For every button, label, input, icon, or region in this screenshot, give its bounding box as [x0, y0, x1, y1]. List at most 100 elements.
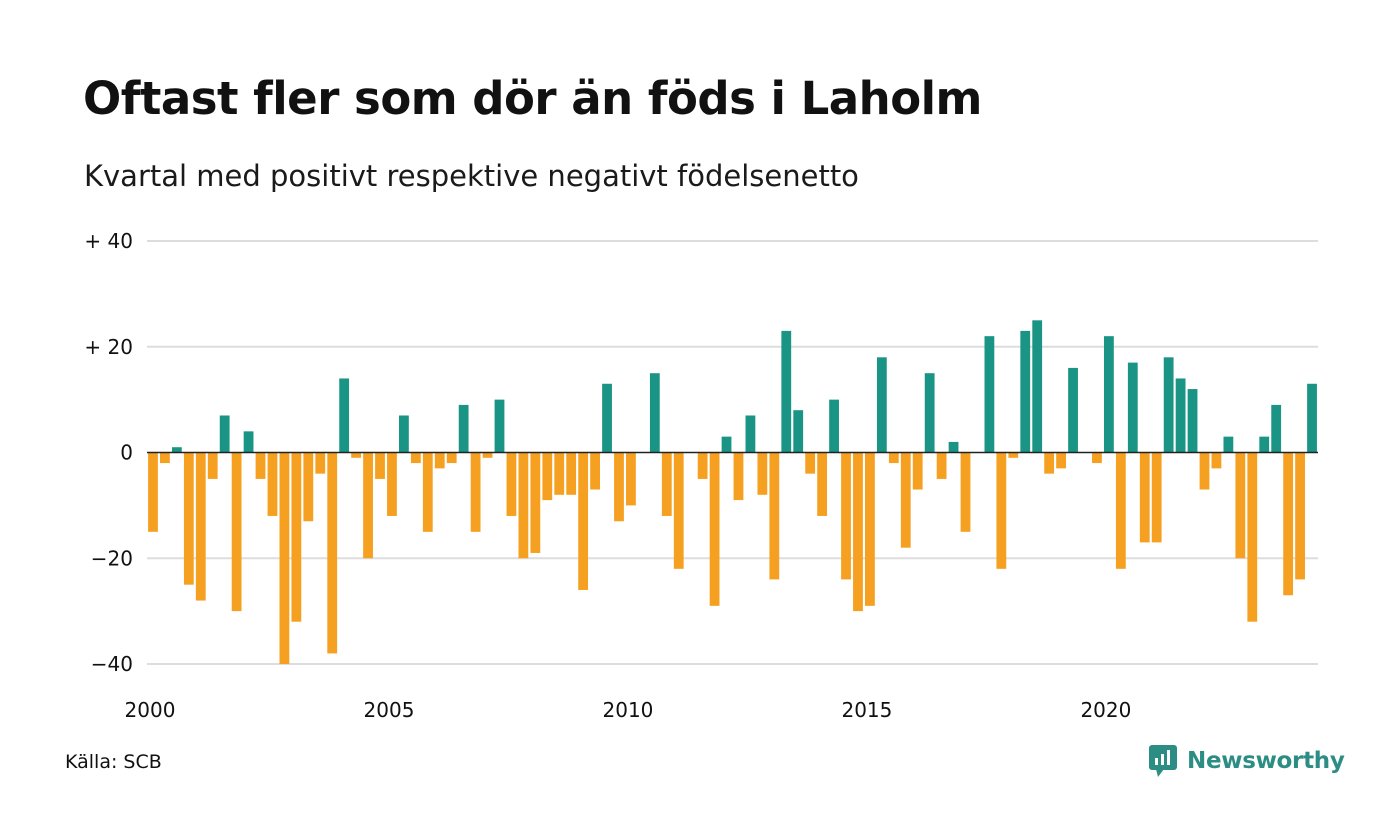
chart-title: Oftast fler som dör än föds i Laholm [83, 72, 982, 125]
bar [1151, 452, 1162, 543]
bar [171, 447, 182, 453]
bar [1175, 378, 1186, 453]
bar [817, 452, 828, 516]
bar [1259, 436, 1270, 453]
bar [1235, 452, 1246, 559]
bar [1307, 383, 1317, 453]
y-tick-label: 0 [120, 441, 133, 465]
bar [673, 452, 684, 569]
bar [1163, 357, 1174, 453]
bar [649, 373, 660, 453]
bar [183, 452, 194, 585]
bar [1092, 452, 1102, 464]
bar [1139, 452, 1150, 543]
bar [422, 452, 433, 532]
bar [793, 410, 804, 453]
bar [494, 399, 505, 453]
bar [924, 373, 935, 453]
brand-name: Newsworthy [1187, 748, 1345, 774]
bar [458, 404, 469, 453]
x-tick-label: 2000 [125, 698, 176, 722]
bar [1223, 436, 1234, 453]
bar [709, 452, 720, 606]
bar [769, 452, 780, 580]
x-tick-label: 2015 [841, 698, 892, 722]
bar [1068, 367, 1078, 453]
bar [936, 452, 947, 479]
bar [219, 415, 230, 453]
bar [578, 452, 589, 590]
bar [267, 452, 278, 516]
bar [339, 378, 350, 453]
bar [255, 452, 266, 479]
bar [434, 452, 445, 469]
bar [614, 452, 624, 522]
bar [207, 452, 218, 479]
bar [148, 452, 158, 532]
bar [912, 452, 923, 490]
bar [1283, 452, 1294, 596]
bar [160, 452, 170, 464]
bar [661, 452, 672, 516]
bar [410, 452, 421, 464]
y-axis-ticks: −40 −20 0 + 20 + 40 [84, 229, 133, 676]
bar [1127, 362, 1138, 453]
bar [446, 452, 457, 464]
bar [482, 452, 493, 458]
bar [996, 452, 1007, 569]
bar-chart-speech-bubble-icon [1149, 745, 1177, 777]
y-tick-label: + 40 [84, 229, 133, 253]
x-tick-label: 2020 [1080, 698, 1131, 722]
source-note: Källa: SCB [65, 751, 162, 773]
bar [590, 452, 600, 490]
bar [733, 452, 744, 501]
bar [626, 452, 636, 506]
bar [841, 452, 851, 580]
bar [865, 452, 875, 606]
bar [399, 415, 409, 453]
x-tick-label: 2010 [603, 698, 654, 722]
bar [1103, 336, 1114, 453]
bar [279, 452, 290, 664]
bar [1032, 320, 1043, 453]
bar [984, 336, 995, 453]
bar [566, 452, 577, 495]
bar [960, 452, 971, 532]
bar [506, 452, 517, 516]
bar [195, 452, 206, 601]
x-tick-label: 2005 [364, 698, 415, 722]
bar [805, 452, 816, 474]
x-axis-ticks: 2000 2005 2010 2015 2020 [125, 698, 1132, 722]
bars [148, 320, 1317, 664]
bar [602, 383, 612, 453]
chart-subtitle: Kvartal med positivt respektive negativt… [84, 159, 859, 193]
bar [1115, 452, 1126, 569]
bar [351, 452, 362, 458]
brand-logo: Newsworthy [1148, 744, 1345, 778]
bar [721, 436, 732, 453]
y-tick-label: −20 [91, 546, 133, 570]
bar [853, 452, 863, 612]
bar [291, 452, 302, 622]
bar [470, 452, 481, 532]
y-tick-label: −40 [91, 652, 133, 676]
bar [530, 452, 541, 553]
bar [243, 431, 254, 453]
bar [745, 415, 756, 453]
bar [1187, 389, 1198, 453]
bar [1044, 452, 1055, 474]
bar-chart: −40 −20 0 + 20 + 40 2000 2005 2010 2015 2020 [84, 229, 1318, 722]
bar [554, 452, 565, 495]
bar [948, 441, 959, 453]
bar [888, 452, 899, 464]
bar [1056, 452, 1066, 469]
bar [876, 357, 887, 453]
bar [1295, 452, 1305, 580]
bar [363, 452, 373, 559]
bar [697, 452, 708, 479]
bar [375, 452, 385, 479]
bar [387, 452, 397, 516]
bar [315, 452, 326, 474]
bar [231, 452, 242, 612]
bar [303, 452, 314, 522]
